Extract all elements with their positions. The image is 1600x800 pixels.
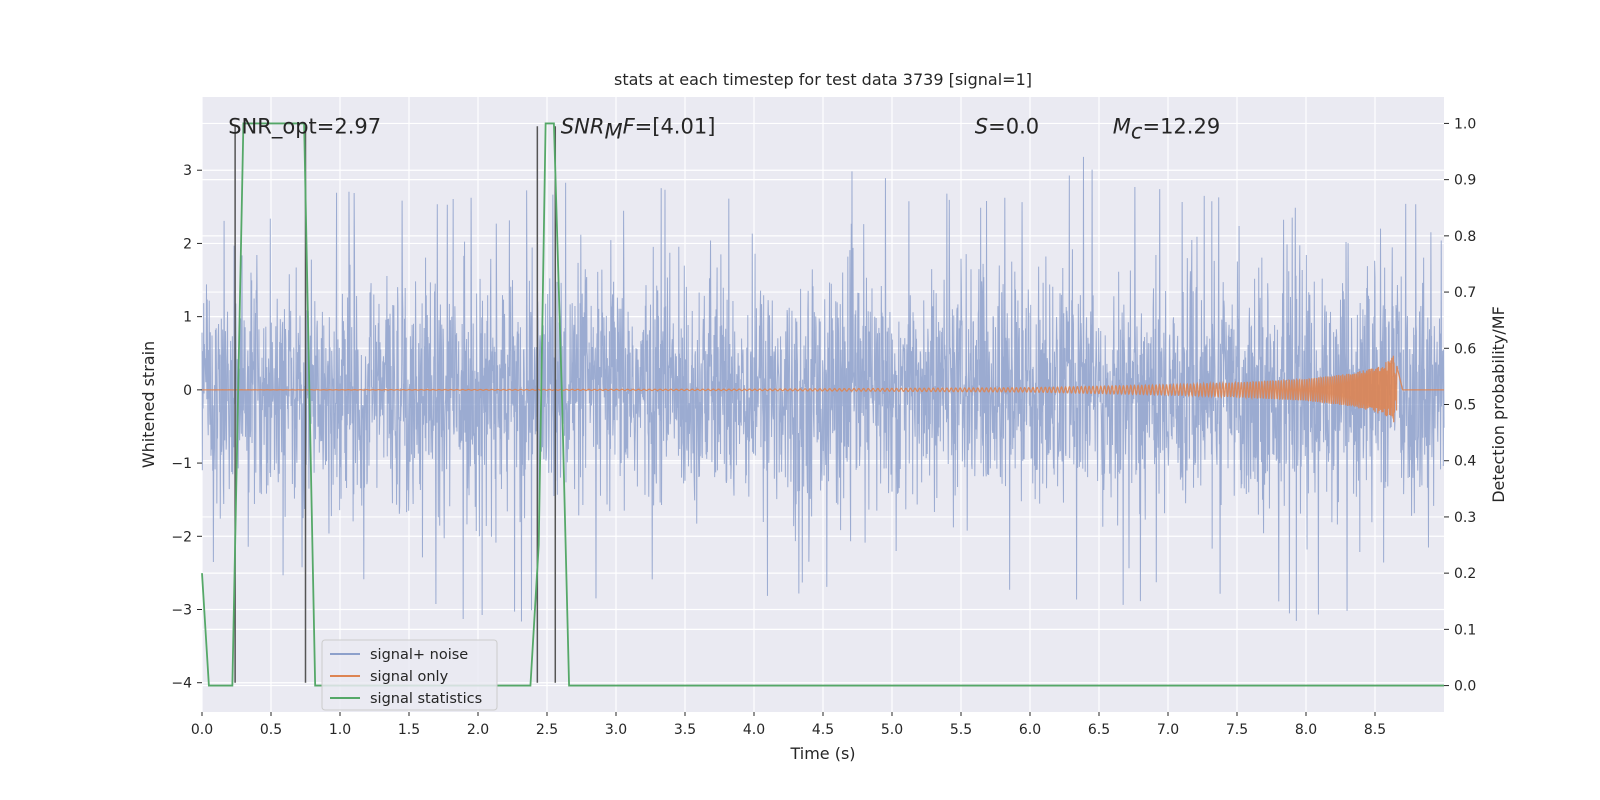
data-series: [201, 122, 1445, 687]
annotations: SNR_opt=2.97 SNRMF=[4.01] S=0.0 Mc=12.29: [228, 114, 1220, 143]
x-tick-label: 3.0: [605, 722, 627, 738]
tick-labels: 0.0 0.5 1.0 1.5 2.0 2.5 3.0 3.5 4.0 4.5 5.0 5.5 6.0 6…: [171, 116, 1476, 738]
x-tick-label: 5.5: [950, 722, 972, 738]
y2-tick-label: 0.7: [1454, 285, 1476, 301]
x-tick-label: 2.0: [467, 722, 489, 738]
x-tick-label: 6.5: [1088, 722, 1110, 738]
y2-tick-label: 0.4: [1454, 454, 1476, 470]
y2-tick-label: 1.0: [1454, 116, 1476, 132]
legend-entry-label: signal+ noise: [370, 647, 468, 663]
y-tick-label: −2: [171, 529, 192, 545]
annotation-text: SNR_opt=2.97: [228, 114, 381, 139]
y-tick-label: 2: [183, 236, 192, 252]
signal-statistics-series: [201, 122, 1444, 687]
y2-tick-label: 0.6: [1454, 341, 1476, 357]
y2-tick-label: 0.5: [1454, 398, 1476, 414]
y-tick-label: 0: [183, 383, 192, 399]
x-tick-label: 4.0: [743, 722, 765, 738]
y-tick-label: 1: [183, 310, 192, 326]
x-tick-label: 8.0: [1295, 722, 1317, 738]
y2-axis-label: Detection probability/MF: [1489, 306, 1508, 503]
signal-noise-series: [201, 156, 1445, 622]
y2-tick-label: 0.9: [1454, 173, 1476, 189]
x-tick-label: 6.0: [1019, 722, 1041, 738]
x-tick-label: 1.5: [398, 722, 420, 738]
y-axis-label: Whitened strain: [139, 341, 158, 468]
legend-box: [321, 639, 498, 711]
y-tick-label: −4: [171, 676, 192, 692]
x-tick-label: 7.5: [1226, 722, 1248, 738]
legend-entry-label: signal only: [370, 669, 449, 685]
x-tick-label: 1.0: [329, 722, 351, 738]
y2-tick-label: 0.3: [1454, 510, 1476, 526]
x-tick-label: 4.5: [812, 722, 834, 738]
x-tick-label: 8.5: [1364, 722, 1386, 738]
y2-tick-label: 0.0: [1454, 679, 1476, 695]
signal-only-series: [202, 355, 1444, 423]
y2-tick-label: 0.8: [1454, 229, 1476, 245]
annotation-text: S=0.0: [975, 114, 1039, 138]
annotation-text: Mc=12.29: [1113, 114, 1220, 143]
y-tick-label: 3: [183, 163, 192, 179]
chart-title: stats at each timestep for test data 373…: [614, 70, 1032, 89]
legend: signal+ noise signal only signal statistic…: [321, 639, 498, 711]
y-tick-label: −3: [171, 603, 192, 619]
x-tick-label: 3.5: [674, 722, 696, 738]
x-tick-label: 0.5: [260, 722, 282, 738]
legend-entry-label: signal statistics: [370, 691, 482, 707]
x-tick-label: 7.0: [1157, 722, 1179, 738]
x-tick-label: 2.5: [536, 722, 558, 738]
annotation-text: SNRMF=[4.01]: [561, 114, 716, 143]
x-axis-label: Time (s): [789, 744, 855, 763]
y2-tick-label: 0.2: [1454, 566, 1476, 582]
x-tick-label: 5.0: [881, 722, 903, 738]
y2-tick-label: 0.1: [1454, 622, 1476, 638]
x-tick-label: 0.0: [191, 722, 213, 738]
y-tick-label: −1: [171, 456, 192, 472]
